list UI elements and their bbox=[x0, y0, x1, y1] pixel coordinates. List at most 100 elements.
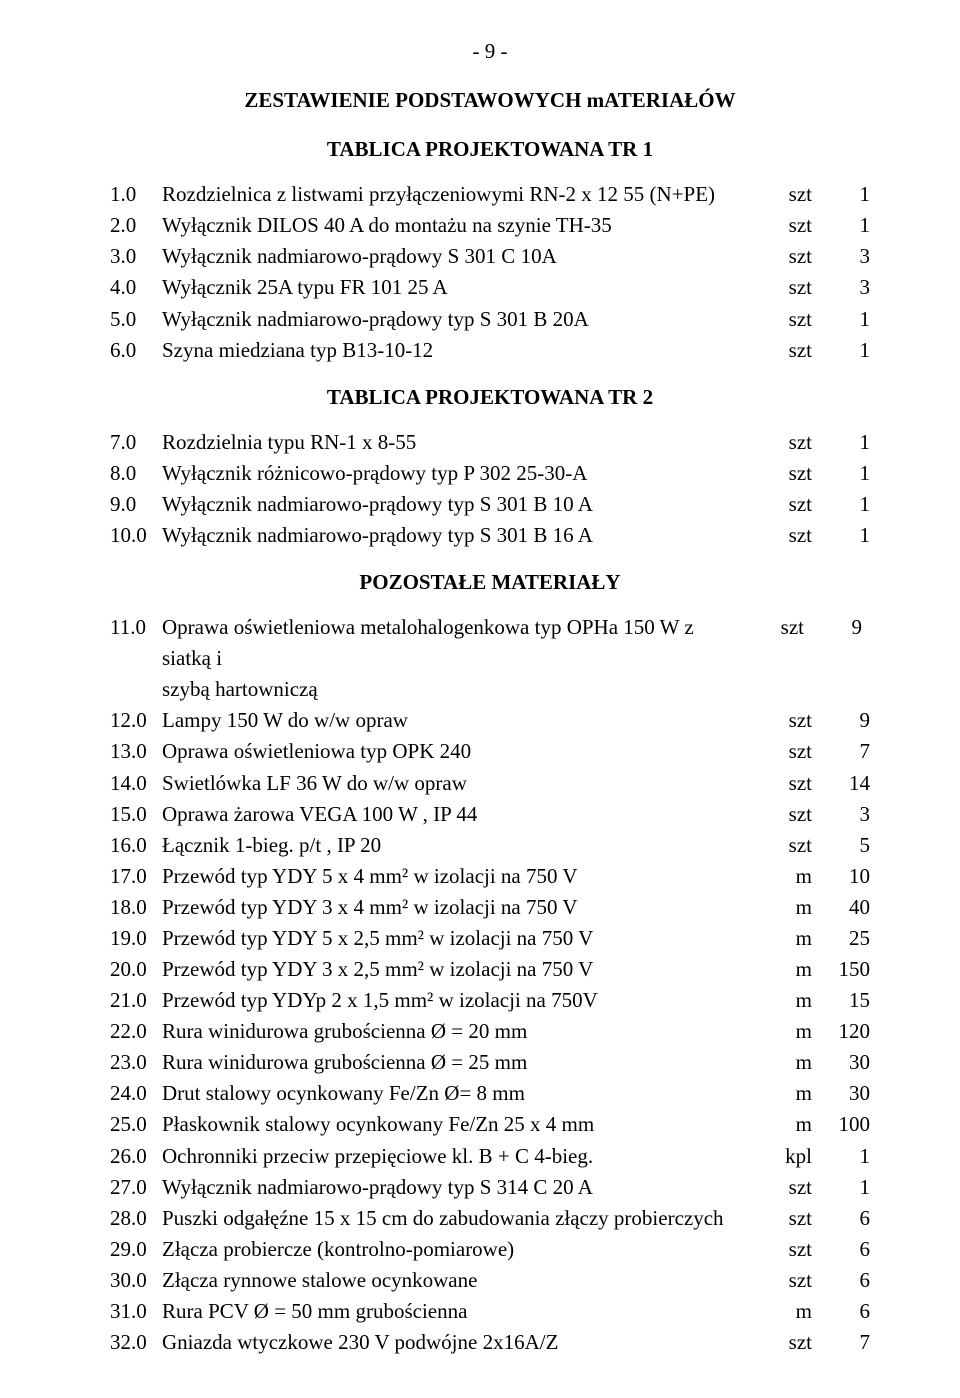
item-description: Wyłącznik nadmiarowo-prądowy S 301 C 10A bbox=[162, 241, 762, 272]
item-description: Przewód typ YDYp 2 x 1,5 mm² w izolacji … bbox=[162, 985, 762, 1016]
list-item: 9.0Wyłącznik nadmiarowo-prądowy typ S 30… bbox=[110, 489, 870, 520]
item-qty: 25 bbox=[818, 923, 870, 954]
item-qty: 1 bbox=[818, 1141, 870, 1172]
list-item: 17.0Przewód typ YDY 5 x 4 mm² w izolacji… bbox=[110, 861, 870, 892]
item-description: Wyłącznik nadmiarowo-prądowy typ S 301 B… bbox=[162, 489, 762, 520]
item-qty: 5 bbox=[818, 830, 870, 861]
item-number: 21.0 bbox=[110, 985, 162, 1016]
item-number: 31.0 bbox=[110, 1296, 162, 1327]
list-item: 24.0Drut stalowy ocynkowany Fe/Zn Ø= 8 m… bbox=[110, 1078, 870, 1109]
list-item: 14.0Swietlówka LF 36 W do w/w oprawszt14 bbox=[110, 768, 870, 799]
list-item: 16.0Łącznik 1-bieg. p/t , IP 20szt5 bbox=[110, 830, 870, 861]
item-unit: szt bbox=[762, 1265, 818, 1296]
item-unit: szt bbox=[762, 1234, 818, 1265]
item-qty: 6 bbox=[818, 1203, 870, 1234]
item-qty: 7 bbox=[818, 1327, 870, 1358]
section2-title: TABLICA PROJEKTOWANA TR 2 bbox=[110, 382, 870, 413]
item-description: Wyłącznik nadmiarowo-prądowy typ S 314 C… bbox=[162, 1172, 762, 1203]
list-item: 21.0Przewód typ YDYp 2 x 1,5 mm² w izola… bbox=[110, 985, 870, 1016]
item-description: Rozdzielnia typu RN-1 x 8-55 bbox=[162, 427, 762, 458]
list-item: 12.0Lampy 150 W do w/w oprawszt9 bbox=[110, 705, 870, 736]
list-item: 3.0Wyłącznik nadmiarowo-prądowy S 301 C … bbox=[110, 241, 870, 272]
item-number: 20.0 bbox=[110, 954, 162, 985]
item-description: Rozdzielnica z listwami przyłączeniowymi… bbox=[162, 179, 762, 210]
list-item: 10.0Wyłącznik nadmiarowo-prądowy typ S 3… bbox=[110, 520, 870, 551]
item-qty: 40 bbox=[818, 892, 870, 923]
item-qty: 100 bbox=[818, 1109, 870, 1140]
item-unit: szt bbox=[762, 427, 818, 458]
item-unit: szt bbox=[762, 241, 818, 272]
item-number: 8.0 bbox=[110, 458, 162, 489]
item-number: 10.0 bbox=[110, 520, 162, 551]
item-qty: 9 bbox=[818, 705, 870, 736]
item-number: 28.0 bbox=[110, 1203, 162, 1234]
item-number: 19.0 bbox=[110, 923, 162, 954]
list-item: 20.0Przewód typ YDY 3 x 2,5 mm² w izolac… bbox=[110, 954, 870, 985]
list-item: 26.0Ochronniki przeciw przepięciowe kl. … bbox=[110, 1141, 870, 1172]
item-qty: 3 bbox=[818, 799, 870, 830]
item-number: 29.0 bbox=[110, 1234, 162, 1265]
item-unit: szt bbox=[762, 1327, 818, 1358]
item-description: Wyłącznik 25A typu FR 101 25 A bbox=[162, 272, 762, 303]
item-number: 5.0 bbox=[110, 304, 162, 335]
item-qty: 1 bbox=[818, 179, 870, 210]
item-number: 9.0 bbox=[110, 489, 162, 520]
item-number: 12.0 bbox=[110, 705, 162, 736]
item-qty: 7 bbox=[818, 736, 870, 767]
list-item: 19.0Przewód typ YDY 5 x 2,5 mm² w izolac… bbox=[110, 923, 870, 954]
item-qty: 1 bbox=[818, 489, 870, 520]
item-description: Rura PCV Ø = 50 mm grubościenna bbox=[162, 1296, 762, 1327]
item-unit: m bbox=[762, 1296, 818, 1327]
section1-title: TABLICA PROJEKTOWANA TR 1 bbox=[110, 134, 870, 165]
item-qty: 30 bbox=[818, 1047, 870, 1078]
item-unit: szt bbox=[762, 830, 818, 861]
item-qty: 6 bbox=[818, 1234, 870, 1265]
list-item: 7.0Rozdzielnia typu RN-1 x 8-55szt1 bbox=[110, 427, 870, 458]
item-unit: m bbox=[762, 985, 818, 1016]
list-item: 32.0Gniazda wtyczkowe 230 V podwójne 2x1… bbox=[110, 1327, 870, 1358]
item-unit: m bbox=[762, 923, 818, 954]
list-item: 27.0Wyłącznik nadmiarowo-prądowy typ S 3… bbox=[110, 1172, 870, 1203]
item-unit: m bbox=[762, 892, 818, 923]
item-number: 3.0 bbox=[110, 241, 162, 272]
item-number: 13.0 bbox=[110, 736, 162, 767]
item-unit: m bbox=[762, 1078, 818, 1109]
item-unit: szt bbox=[762, 1172, 818, 1203]
item-description: Złącza probiercze (kontrolno-pomiarowe) bbox=[162, 1234, 762, 1265]
page-number: - 9 - bbox=[110, 36, 870, 67]
item-qty: 14 bbox=[818, 768, 870, 799]
item-unit: szt bbox=[762, 705, 818, 736]
item-unit: szt bbox=[754, 612, 810, 643]
section1-list: 1.0Rozdzielnica z listwami przyłączeniow… bbox=[110, 179, 870, 365]
list-item: 22.0Rura winidurowa grubościenna Ø = 20 … bbox=[110, 1016, 870, 1047]
item-number: 24.0 bbox=[110, 1078, 162, 1109]
item-description: Gniazda wtyczkowe 230 V podwójne 2x16A/Z bbox=[162, 1327, 762, 1358]
item-qty: 1 bbox=[818, 335, 870, 366]
list-item: 4.0Wyłącznik 25A typu FR 101 25 Aszt3 bbox=[110, 272, 870, 303]
item-description: Rura winidurowa grubościenna Ø = 25 mm bbox=[162, 1047, 762, 1078]
item-description: Szyna miedziana typ B13-10-12 bbox=[162, 335, 762, 366]
item-number: 17.0 bbox=[110, 861, 162, 892]
item-number: 2.0 bbox=[110, 210, 162, 241]
item-qty: 6 bbox=[818, 1265, 870, 1296]
item-number: 15.0 bbox=[110, 799, 162, 830]
item-number: 25.0 bbox=[110, 1109, 162, 1140]
item-number: 4.0 bbox=[110, 272, 162, 303]
item-unit: szt bbox=[762, 272, 818, 303]
list-item: 8.0Wyłącznik różnicowo-prądowy typ P 302… bbox=[110, 458, 870, 489]
item-qty: 30 bbox=[818, 1078, 870, 1109]
item-description: Drut stalowy ocynkowany Fe/Zn Ø= 8 mm bbox=[162, 1078, 762, 1109]
list-item: 13.0Oprawa oświetleniowa typ OPK 240szt7 bbox=[110, 736, 870, 767]
item-unit: szt bbox=[762, 768, 818, 799]
list-item: 25.0Płaskownik stalowy ocynkowany Fe/Zn … bbox=[110, 1109, 870, 1140]
item-number: 6.0 bbox=[110, 335, 162, 366]
item-unit: m bbox=[762, 954, 818, 985]
item-description: Wyłącznik nadmiarowo-prądowy typ S 301 B… bbox=[162, 520, 762, 551]
item-qty: 150 bbox=[818, 954, 870, 985]
item-unit: m bbox=[762, 861, 818, 892]
item-unit: kpl bbox=[762, 1141, 818, 1172]
item-qty: 3 bbox=[818, 272, 870, 303]
list-item: 1.0Rozdzielnica z listwami przyłączeniow… bbox=[110, 179, 870, 210]
item-number: 1.0 bbox=[110, 179, 162, 210]
item-number: 14.0 bbox=[110, 768, 162, 799]
